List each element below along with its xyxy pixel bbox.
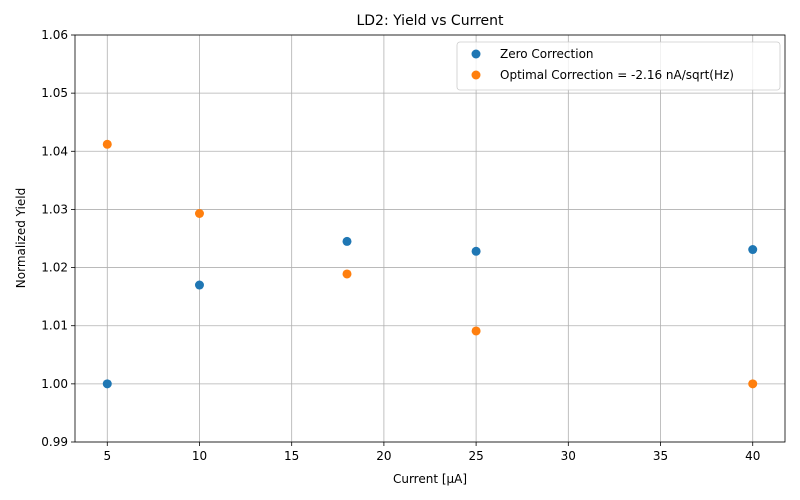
chart-title: LD2: Yield vs Current [356, 13, 504, 29]
x-tick-label: 5 [103, 449, 111, 463]
data-point-series-1 [748, 245, 758, 255]
legend: Zero Correction Optimal Correction = -2.1… [456, 41, 781, 91]
x-tick-label: 35 [653, 449, 668, 463]
y-axis-ticks: 0.99 1.00 1.01 1.02 1.03 1.04 1.05 1.06 [41, 28, 75, 449]
y-tick-label: 1.01 [41, 319, 68, 333]
data-point-series-2 [471, 326, 481, 336]
x-tick-label: 20 [376, 449, 391, 463]
y-tick-label: 1.06 [41, 28, 68, 42]
x-tick-label: 25 [468, 449, 483, 463]
legend-box [456, 41, 781, 91]
plot-frame [74, 34, 786, 443]
x-tick-label: 30 [561, 449, 576, 463]
data-point-series-2 [748, 379, 758, 389]
data-point-series-1 [102, 379, 112, 389]
x-tick-label: 40 [745, 449, 760, 463]
data-point-series-2 [194, 208, 204, 218]
data-points [102, 139, 758, 389]
data-point-series-2 [102, 139, 112, 149]
data-point-series-1 [342, 236, 352, 246]
y-axis-label: Normalized Yield [14, 188, 28, 288]
x-tick-label: 15 [284, 449, 299, 463]
legend-marker-series-1 [471, 49, 481, 59]
grid [75, 34, 785, 443]
y-tick-label: 1.03 [41, 202, 68, 216]
x-axis-label: Current [µA] [393, 472, 467, 486]
data-point-series-1 [194, 280, 204, 290]
legend-label-series-1: Zero Correction [500, 47, 594, 61]
y-tick-label: 1.05 [41, 86, 68, 100]
x-axis-ticks: 5 10 15 20 25 30 35 40 [103, 442, 760, 463]
legend-marker-series-2 [471, 70, 481, 80]
y-tick-label: 1.00 [41, 377, 68, 391]
y-tick-label: 1.04 [41, 144, 68, 158]
x-tick-label: 10 [192, 449, 207, 463]
y-tick-label: 0.99 [41, 435, 68, 449]
data-point-series-2 [342, 269, 352, 279]
y-tick-label: 1.02 [41, 261, 68, 275]
data-point-series-1 [471, 246, 481, 256]
legend-label-series-2: Optimal Correction = -2.16 nA/sqrt(Hz) [500, 68, 734, 82]
